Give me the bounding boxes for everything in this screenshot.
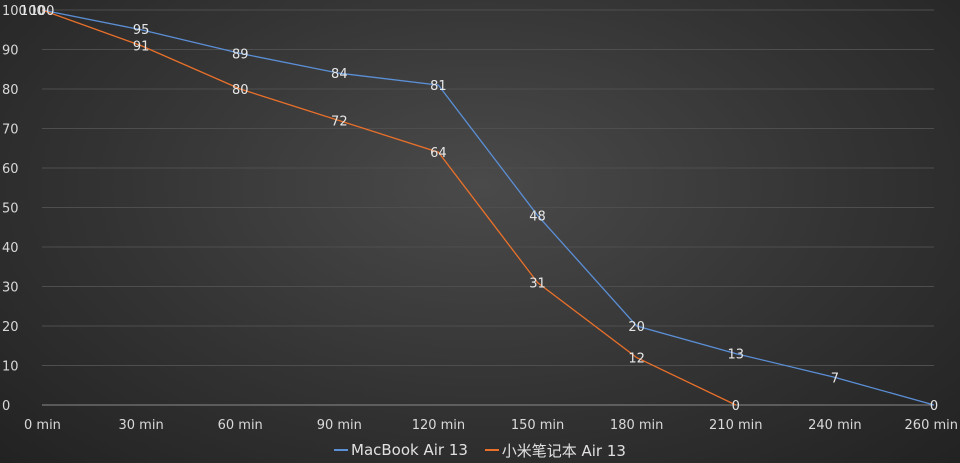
x-tick-label: 260 min xyxy=(905,418,958,433)
data-label-macbook: 89 xyxy=(232,47,249,62)
x-tick-label: 150 min xyxy=(511,418,564,433)
data-label-macbook: 84 xyxy=(331,67,348,82)
x-tick-label: 30 min xyxy=(119,418,164,433)
series-line-xiaomi xyxy=(41,9,737,406)
data-label-macbook: 20 xyxy=(628,320,645,335)
data-label-xiaomi: 91 xyxy=(133,40,150,55)
x-tick-label: 240 min xyxy=(808,418,861,433)
y-tick-label: 70 xyxy=(2,123,19,138)
y-tick-label: 10 xyxy=(2,360,19,375)
data-label-macbook: 0 xyxy=(930,399,938,414)
data-label-macbook: 95 xyxy=(133,23,150,38)
data-label-macbook: 81 xyxy=(430,79,447,94)
y-tick-label: 30 xyxy=(2,281,19,296)
x-tick-label: 90 min xyxy=(317,418,362,433)
y-tick-label: 100 xyxy=(2,4,27,19)
y-axis: 0 10 20 30 40 50 60 70 80 90 100 xyxy=(2,4,27,414)
y-tick-label: 20 xyxy=(2,320,19,335)
series-line-macbook xyxy=(41,9,935,406)
data-labels: 100 95 89 84 81 48 20 13 7 0 100 91 80 72 64 31 12 0 xyxy=(20,4,938,414)
legend-item-xiaomi[interactable]: 小米笔记本 Air 13 xyxy=(484,440,626,461)
legend-swatch-xiaomi xyxy=(484,449,499,451)
data-label-xiaomi: 64 xyxy=(430,146,447,161)
data-label-xiaomi: 31 xyxy=(529,277,546,292)
data-label-macbook: 7 xyxy=(831,371,839,386)
legend: MacBook Air 13 小米笔记本 Air 13 xyxy=(0,437,960,461)
y-tick-label: 0 xyxy=(2,399,10,414)
y-tick-label: 40 xyxy=(2,241,19,256)
y-tick-label: 90 xyxy=(2,44,19,59)
data-label-xiaomi: 100 xyxy=(20,4,45,19)
data-label-xiaomi: 12 xyxy=(628,352,645,367)
legend-label-macbook: MacBook Air 13 xyxy=(351,441,468,459)
data-label-xiaomi: 72 xyxy=(331,115,348,130)
legend-swatch-macbook xyxy=(334,449,349,451)
data-label-macbook: 13 xyxy=(728,348,745,363)
data-label-macbook: 100 xyxy=(30,4,55,19)
grid-lines xyxy=(42,9,934,406)
x-tick-label: 120 min xyxy=(412,418,465,433)
y-tick-label: 60 xyxy=(2,162,19,177)
data-label-xiaomi: 80 xyxy=(232,83,249,98)
x-tick-label: 210 min xyxy=(709,418,762,433)
x-tick-label: 180 min xyxy=(610,418,663,433)
y-tick-label: 80 xyxy=(2,83,19,98)
legend-item-macbook[interactable]: MacBook Air 13 xyxy=(334,441,468,459)
x-axis: 0 min 30 min 60 min 90 min 120 min 150 min 180… xyxy=(24,418,958,433)
series-lines xyxy=(41,9,935,406)
legend-label-xiaomi: 小米笔记本 Air 13 xyxy=(501,441,626,460)
y-tick-label: 50 xyxy=(2,202,19,217)
data-label-xiaomi: 0 xyxy=(732,399,740,414)
x-tick-label: 0 min xyxy=(24,418,61,433)
data-label-macbook: 48 xyxy=(529,209,546,224)
x-tick-label: 60 min xyxy=(218,418,263,433)
